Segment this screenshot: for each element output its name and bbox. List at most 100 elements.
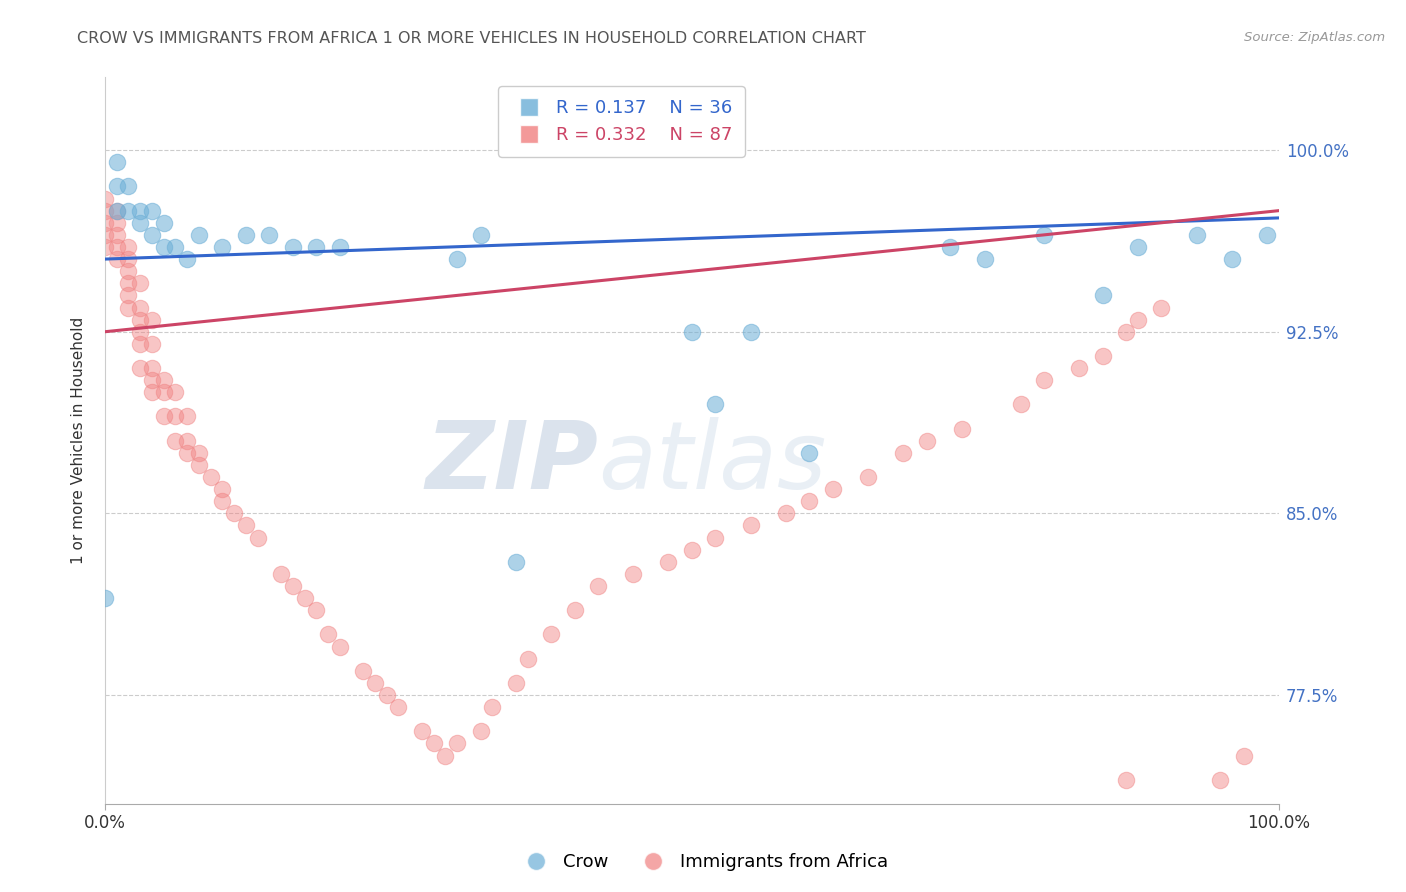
Point xyxy=(94,203,117,218)
Point xyxy=(200,470,222,484)
Text: ZIP: ZIP xyxy=(425,417,598,508)
Point xyxy=(950,421,973,435)
Point xyxy=(470,227,492,242)
Point xyxy=(364,676,387,690)
Point xyxy=(799,494,821,508)
Point xyxy=(187,227,209,242)
Point xyxy=(129,325,152,339)
Legend: Crow, Immigrants from Africa: Crow, Immigrants from Africa xyxy=(510,847,896,879)
Point xyxy=(211,494,233,508)
Point xyxy=(117,288,139,302)
Point xyxy=(516,651,538,665)
Point xyxy=(117,203,139,218)
Point xyxy=(1185,227,1208,242)
Point xyxy=(129,203,152,218)
Point xyxy=(117,277,139,291)
Point xyxy=(387,700,409,714)
Point xyxy=(224,507,246,521)
Point xyxy=(305,603,328,617)
Point xyxy=(1209,772,1232,787)
Point xyxy=(1126,312,1149,326)
Point xyxy=(1150,301,1173,315)
Point xyxy=(505,676,527,690)
Point xyxy=(117,179,139,194)
Point xyxy=(411,724,433,739)
Point xyxy=(1010,397,1032,411)
Point xyxy=(105,203,128,218)
Point xyxy=(141,385,163,400)
Point xyxy=(129,216,152,230)
Point xyxy=(141,312,163,326)
Point xyxy=(446,252,468,266)
Point xyxy=(329,240,352,254)
Point xyxy=(329,640,352,654)
Text: CROW VS IMMIGRANTS FROM AFRICA 1 OR MORE VEHICLES IN HOUSEHOLD CORRELATION CHART: CROW VS IMMIGRANTS FROM AFRICA 1 OR MORE… xyxy=(77,31,866,46)
Point xyxy=(117,240,139,254)
Point xyxy=(105,216,128,230)
Point xyxy=(129,277,152,291)
Point xyxy=(1233,748,1256,763)
Point xyxy=(105,155,128,169)
Y-axis label: 1 or more Vehicles in Household: 1 or more Vehicles in Household xyxy=(72,317,86,565)
Point xyxy=(129,336,152,351)
Text: atlas: atlas xyxy=(598,417,827,508)
Point xyxy=(1220,252,1243,266)
Point xyxy=(481,700,503,714)
Point xyxy=(129,312,152,326)
Text: Source: ZipAtlas.com: Source: ZipAtlas.com xyxy=(1244,31,1385,45)
Point xyxy=(434,748,457,763)
Point xyxy=(152,240,174,254)
Point xyxy=(187,458,209,472)
Point xyxy=(939,240,962,254)
Point xyxy=(246,531,269,545)
Point xyxy=(681,542,703,557)
Point xyxy=(105,252,128,266)
Point xyxy=(165,385,187,400)
Point xyxy=(891,446,914,460)
Point xyxy=(141,361,163,376)
Point xyxy=(270,566,292,581)
Point xyxy=(586,579,609,593)
Point xyxy=(316,627,339,641)
Point xyxy=(117,264,139,278)
Point xyxy=(1033,373,1056,387)
Point xyxy=(176,409,198,424)
Point xyxy=(235,518,257,533)
Point xyxy=(470,724,492,739)
Point xyxy=(176,446,198,460)
Point xyxy=(775,507,797,521)
Point xyxy=(211,240,233,254)
Point xyxy=(740,518,762,533)
Point xyxy=(165,240,187,254)
Point xyxy=(1033,227,1056,242)
Point xyxy=(94,192,117,206)
Point xyxy=(621,566,644,581)
Point xyxy=(564,603,586,617)
Point xyxy=(105,240,128,254)
Point xyxy=(141,336,163,351)
Point xyxy=(1115,772,1137,787)
Point xyxy=(141,203,163,218)
Point xyxy=(422,736,444,750)
Point xyxy=(129,301,152,315)
Point xyxy=(281,579,304,593)
Point xyxy=(540,627,562,641)
Point xyxy=(259,227,281,242)
Point xyxy=(799,446,821,460)
Point xyxy=(1256,227,1278,242)
Point xyxy=(681,325,703,339)
Point xyxy=(704,397,727,411)
Point xyxy=(974,252,997,266)
Point xyxy=(129,361,152,376)
Point xyxy=(856,470,879,484)
Point xyxy=(1069,361,1091,376)
Point xyxy=(105,179,128,194)
Point xyxy=(446,736,468,750)
Point xyxy=(152,409,174,424)
Point xyxy=(105,203,128,218)
Point xyxy=(117,301,139,315)
Legend: R = 0.137    N = 36, R = 0.332    N = 87: R = 0.137 N = 36, R = 0.332 N = 87 xyxy=(498,87,745,157)
Point xyxy=(281,240,304,254)
Point xyxy=(305,240,328,254)
Point xyxy=(505,555,527,569)
